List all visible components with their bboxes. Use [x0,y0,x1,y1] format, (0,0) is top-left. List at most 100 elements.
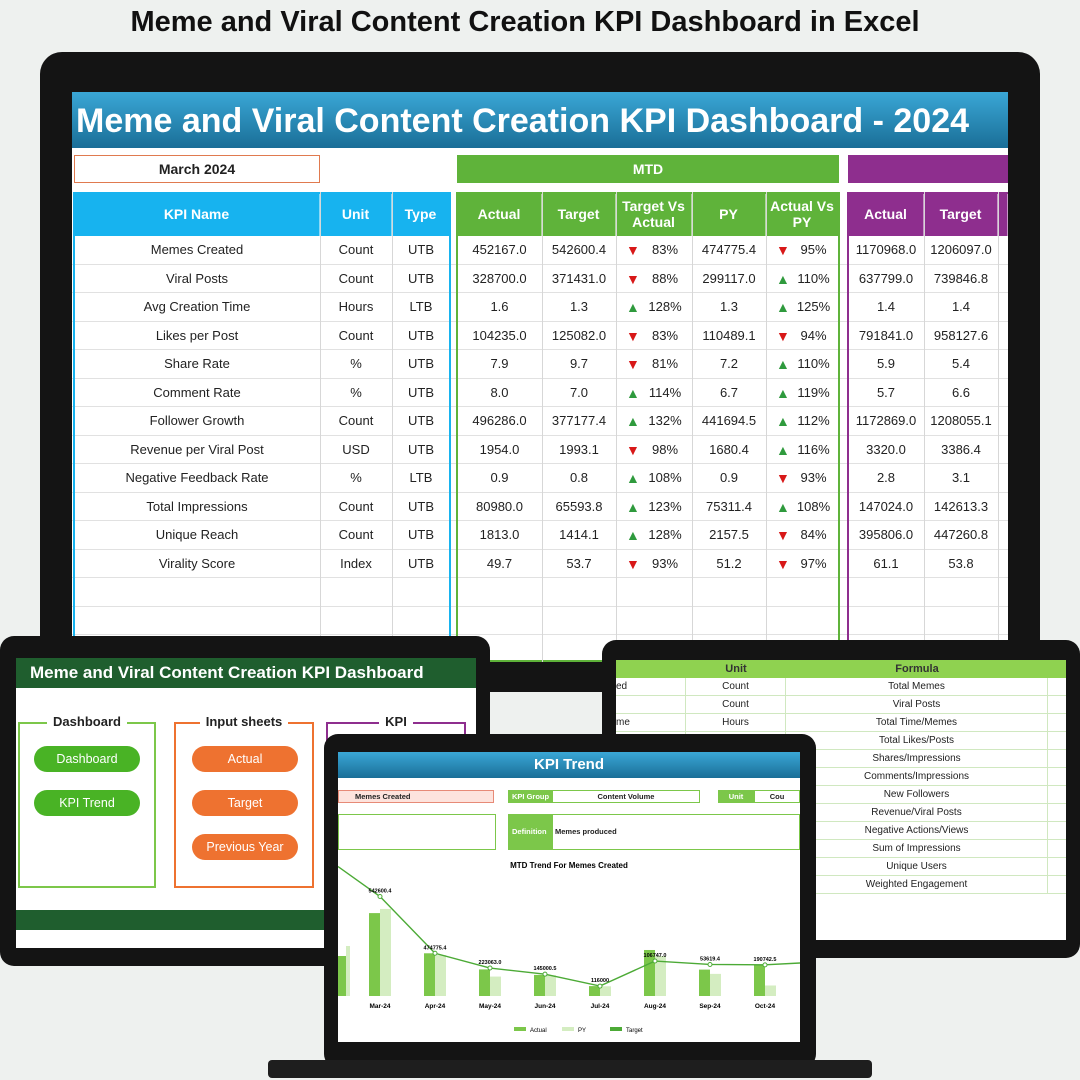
cell-target: 9.7 [569,356,589,371]
cell-unit: Count [338,413,374,428]
cell-type: UTB [408,270,434,286]
cell-unit: % [350,356,362,371]
kpi-trend-button[interactable]: KPI Trend [34,790,140,816]
x-tick-label: Apr-24 [425,1003,446,1010]
table-row [72,607,1008,635]
grid-line [542,192,543,662]
legend-swatch [610,1027,622,1031]
percent-value: 123% [648,498,682,514]
cell-tva: ▼ 93% [616,550,692,579]
cell-avp: ▼ 93% [766,464,839,493]
cell-target: 0.8 [569,470,589,485]
table-row: Memes Created Count UTB 452167.0 542600.4 ▼ 83… [72,236,1008,265]
cell-unit: Count [338,327,374,343]
col-ytd-actual: Actual [848,192,924,236]
col-type: Type [392,192,450,236]
cell-ytd-target: 958127.6 [933,327,989,343]
cell-ytd-actual: 637799.0 [858,270,914,286]
table-row: Avg Creation Time Hours LTB 1.6 1.3 ▲ 128% 1.3 ▲… [72,293,1008,322]
percent-value: 110% [797,270,830,286]
bar-py [765,985,776,996]
bar-py [710,973,721,996]
cell-name: Memes Created [150,242,244,257]
kpi-select-dropdown[interactable]: Memes Created [338,790,494,803]
previous-year-button[interactable]: Previous Year [192,834,298,860]
percent-value: 97% [800,555,827,571]
cell-avp: ▼ 97% [766,550,839,579]
cell-target: 542600.4 [551,242,607,257]
page-title: Meme and Viral Content Creation KPI Dash… [130,6,920,38]
cell-ytd-actual: 1172869.0 [855,413,917,428]
cell-avp: ▲ 119% [766,379,839,408]
table-row: Virality Score Index UTB 49.7 53.7 ▼ 93% 51.2 ▼ 9… [72,550,1008,579]
cell-target: 377177.4 [551,413,607,428]
cell-avp: ▲ 125% [766,293,839,322]
percent-value: 114% [648,384,682,400]
cell-tva: ▼ 88% [616,265,692,294]
down-arrow-icon: ▼ [776,242,790,258]
cell-name: Negative Feedback Rate [125,470,269,485]
target-line [338,865,800,987]
dashboard-button[interactable]: Dashboard [34,746,140,772]
bar-py [655,956,666,996]
ytd-section-border [847,192,1008,662]
cell-ytd-target: 1206097.0 [930,242,992,257]
actual-sheet-button[interactable]: Actual [192,746,298,772]
table-row: Total Impressions Count UTB 80980.0 65593.8 ▲… [72,493,1008,521]
cell-py: 7.2 [719,356,739,371]
target-sheet-button[interactable]: Target [192,790,298,816]
up-arrow-icon: ▲ [776,413,790,429]
unit-label: Unit [718,790,754,803]
cell-unit: Index [340,555,372,571]
cell-ytd-target: 739846.8 [933,270,989,286]
mtd-section-border [456,192,840,662]
dashboard-header: Meme and Viral Content Creation KPI Dash… [72,92,1008,148]
group-input-sheets: Input sheets Actual Target Previous Year [174,714,314,888]
percent-value: 81% [651,356,679,371]
cell-type: UTB [408,527,434,542]
kpi-group-value: Content Volume [552,790,700,803]
cell-type: UTB [408,498,434,514]
cell-name: Comment Rate [153,384,241,400]
cell-tva: ▲ 132% [616,407,692,436]
cell-actual: 49.7 [486,555,513,571]
unit-value: Cou [754,790,800,803]
cell-unit: Count [338,270,374,286]
laptop-base [268,1060,872,1078]
cell-type: UTB [408,356,434,371]
percent-value: 98% [651,441,679,457]
month-selector[interactable]: March 2024 [74,155,320,183]
cell-tva: ▲ 128% [616,293,692,322]
data-label: 190742.5 [754,957,777,963]
cell-unit: Count [338,527,374,542]
cell-type: UTB [408,413,434,428]
formula-col-right [1048,660,1066,678]
grid-line [392,192,393,662]
bar-actual [644,949,655,996]
bar-py [435,955,446,996]
mtd-section-label: MTD [457,155,839,183]
cell-tva: ▲ 128% [616,521,692,550]
up-arrow-icon: ▲ [776,299,790,315]
cell-ytd-actual: 5.7 [876,384,896,400]
cell-name: Revenue per Viral Post [130,441,264,457]
cell-type: UTB [408,384,434,400]
group-kpi-title: KPI [379,714,413,729]
cell-ytd-actual: 791841.0 [858,327,914,343]
nav-header: Meme and Viral Content Creation KPI Dash… [16,658,476,688]
col-ytd-target: Target [924,192,998,236]
cell-py: 6.7 [719,384,739,400]
table-row: Share Rate% UTB 7.9 9.7 ▼ 81% 7.2 ▲ 110% 5.9 5.4 [72,350,1008,379]
cell-py: 1.3 [719,299,739,314]
target-point [597,983,603,989]
cell-avp: ▼ 94% [766,322,839,351]
cell-actual: 104235.0 [472,327,527,343]
formula-cell-formula: Weighted Engagement [786,876,1048,894]
cell-ytd-actual: 61.1 [873,555,899,571]
percent-value: 112% [797,413,830,428]
legend-swatch [562,1027,574,1031]
group-dashboard: Dashboard Dashboard KPI Trend [18,714,156,888]
bar-actual [754,964,765,996]
data-label: 116000 [591,978,609,984]
kpi-section-border [73,192,451,662]
